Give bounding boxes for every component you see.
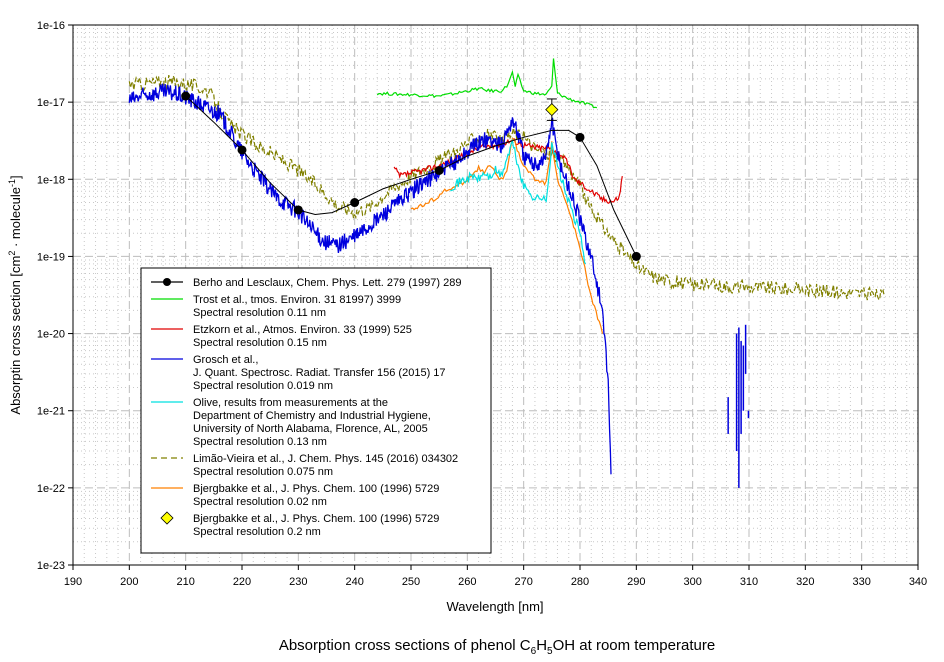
y-tick-label: 1e-21 xyxy=(37,406,65,418)
berho-point xyxy=(181,91,191,101)
x-tick-label: 210 xyxy=(176,576,194,588)
legend-box xyxy=(140,267,492,554)
x-tick-label: 310 xyxy=(740,576,758,588)
series-line-2 xyxy=(393,138,623,205)
legend-entry-text: Trost et al., tmos. Environ. 31 81997) 3… xyxy=(193,294,401,306)
y-tick-label: 1e-22 xyxy=(37,483,65,495)
x-tick-label: 190 xyxy=(64,576,82,588)
y-tick-label: 1e-17 xyxy=(37,97,65,109)
y-label-prefix: Absorptin cross section [cm xyxy=(8,256,23,415)
x-tick-label: 320 xyxy=(796,576,814,588)
legend-marker xyxy=(163,278,171,286)
y-tick-label: 1e-19 xyxy=(37,251,65,263)
title-sub1: 6 xyxy=(531,646,537,657)
legend-entry-text: Spectral resolution 0.13 nm xyxy=(193,436,327,448)
title-suffix: OH at room temperature xyxy=(553,637,716,654)
title-prefix: Absorption cross sections of phenol C xyxy=(279,637,531,654)
x-tick-label: 240 xyxy=(345,576,363,588)
x-axis: 190 200 210 220 230 240 250 260 270 280 290 300 310 3… xyxy=(64,565,927,588)
legend-entry-text: Bjergbakke et al., J. Phys. Chem. 100 (1… xyxy=(193,483,439,495)
legend-entry-text: J. Quant. Spectrosc. Radiat. Transfer 15… xyxy=(193,367,446,379)
series-line-5 xyxy=(128,73,885,301)
legend-entry-text: Spectral resolution 0.019 nm xyxy=(193,380,333,392)
legend-entry-text: Grosch et al., xyxy=(193,354,258,366)
x-axis-label: Wavelength [nm] xyxy=(446,599,543,614)
berho-point xyxy=(237,145,247,155)
x-tick-label: 200 xyxy=(120,576,138,588)
y-tick-label: 1e-16 xyxy=(37,20,65,32)
x-tick-label: 330 xyxy=(852,576,870,588)
legend-entry-text: Spectral resolution 0.02 nm xyxy=(193,496,327,508)
y-tick-label: 1e-20 xyxy=(37,329,65,341)
legend-entry-text: Limão-Vieira et al., J. Chem. Phys. 145 … xyxy=(193,453,458,465)
legend-entry-text: Department of Chemistry and Industrial H… xyxy=(193,410,431,422)
x-tick-label: 220 xyxy=(233,576,251,588)
legend-entry-text: Spectral resolution 0.11 nm xyxy=(193,307,326,319)
series-line-4 xyxy=(450,138,587,265)
x-tick-label: 250 xyxy=(402,576,420,588)
x-tick-label: 230 xyxy=(289,576,307,588)
bjergbakke-diamond xyxy=(545,103,559,117)
berho-point xyxy=(350,198,360,208)
title-mid: H xyxy=(536,637,547,654)
y-tick-label: 1e-18 xyxy=(37,174,65,186)
legend-entry-text: Bjergbakke et al., J. Phys. Chem. 100 (1… xyxy=(193,513,439,525)
y-label-sup2: -1 xyxy=(7,179,17,187)
berho-point xyxy=(293,205,303,215)
chart-title: Absorption cross sections of phenol C6H5… xyxy=(279,637,715,657)
y-label-sup1: 2 xyxy=(7,251,17,256)
legend-entry-text: Spectral resolution 0.075 nm xyxy=(193,466,333,478)
y-axis: 1e-16 1e-17 1e-18 1e-19 1e-20 1e-21 1e-22 1e-23 xyxy=(37,20,73,572)
x-tick-label: 280 xyxy=(571,576,589,588)
legend-entry-text: University of North Alabama, Florence, A… xyxy=(193,423,428,435)
y-label-mid: · molecule xyxy=(8,187,23,251)
legend-symbol xyxy=(160,511,174,525)
berho-point xyxy=(631,251,641,261)
legend-entry-text: Spectral resolution 0.15 nm xyxy=(193,337,327,349)
legend-entry-text: Spectral resolution 0.2 nm xyxy=(193,526,321,538)
series-layer xyxy=(128,58,885,488)
legend-entry-text: Olive, results from measurements at the xyxy=(193,397,388,409)
y-axis-label: Absorptin cross section [cm2 · molecule-… xyxy=(7,175,23,414)
x-tick-label: 260 xyxy=(458,576,476,588)
y-label-suffix: ] xyxy=(8,175,23,179)
berho-point xyxy=(434,165,444,175)
legend-entry-text: Berho and Lesclaux, Chem. Phys. Lett. 27… xyxy=(193,277,461,289)
x-tick-label: 340 xyxy=(909,576,927,588)
x-tick-label: 270 xyxy=(514,576,532,588)
y-tick-label: 1e-23 xyxy=(37,560,65,572)
series-line-1 xyxy=(376,58,598,109)
x-tick-label: 290 xyxy=(627,576,645,588)
series-line-6 xyxy=(410,137,604,334)
x-tick-label: 300 xyxy=(683,576,701,588)
legend: Berho and Lesclaux, Chem. Phys. Lett. 27… xyxy=(140,267,492,554)
legend-entry-text: Etzkorn et al., Atmos. Environ. 33 (1999… xyxy=(193,324,412,336)
berho-point xyxy=(575,132,585,142)
series-line-3 xyxy=(128,83,612,475)
title-sub2: 5 xyxy=(547,646,553,657)
plot-frame xyxy=(72,24,919,566)
